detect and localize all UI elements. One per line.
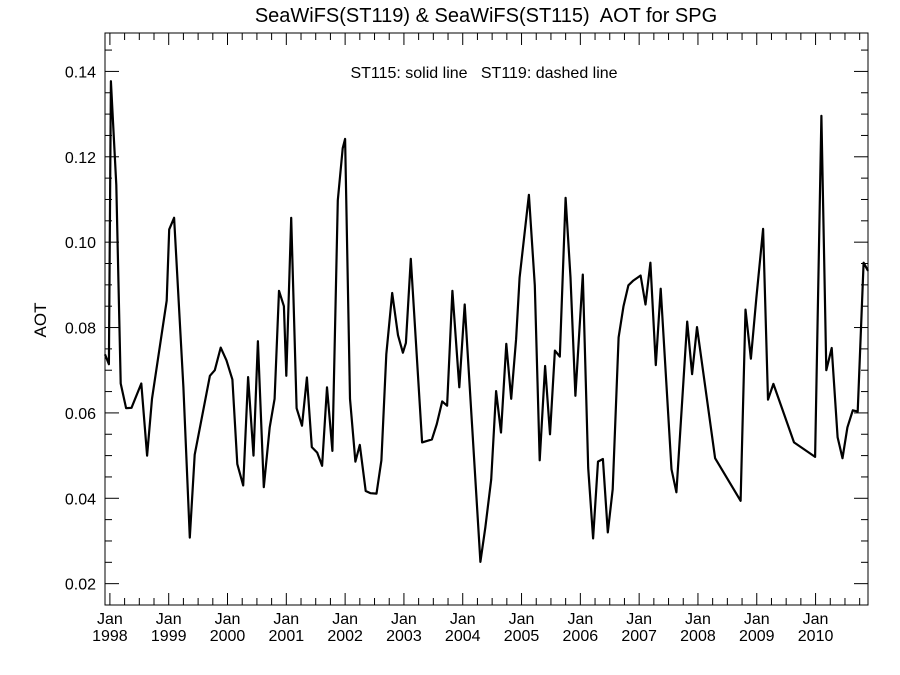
series-line-st115 (103, 80, 869, 564)
x-tick-label-month: Jan (685, 611, 711, 628)
y-tick-label: 0.08 (65, 321, 96, 338)
x-tick-label-year: 2009 (739, 628, 775, 645)
x-tick-label-month: Jan (744, 611, 770, 628)
x-tick-label-month: Jan (215, 611, 241, 628)
axis-ticks (105, 33, 868, 606)
y-tick-label: 0.04 (65, 491, 96, 508)
series-lines (103, 80, 869, 564)
y-tick-label: 0.10 (65, 235, 96, 252)
x-tick-label-year: 2010 (798, 628, 834, 645)
plot-frame (104, 32, 869, 606)
x-tick-label-year: 2004 (445, 628, 481, 645)
x-tick-label-year: 2008 (680, 628, 716, 645)
x-tick-label-month: Jan (97, 611, 123, 628)
y-tick-label: 0.06 (65, 406, 96, 423)
x-tick-label-year: 1999 (151, 628, 187, 645)
x-tick-labels: Jan1998Jan1999Jan2000Jan2001Jan2002Jan20… (92, 611, 833, 645)
y-tick-labels: 0.02 0.04 0.06 0.08 0.10 0.12 0.14 (65, 64, 96, 593)
x-tick-label-month: Jan (567, 611, 593, 628)
x-tick-label-year: 2001 (269, 628, 305, 645)
x-tick-label-month: Jan (156, 611, 182, 628)
y-tick-label: 0.02 (65, 577, 96, 594)
x-tick-label-year: 2000 (210, 628, 246, 645)
x-tick-label-month: Jan (803, 611, 829, 628)
x-tick-label-month: Jan (626, 611, 652, 628)
x-tick-label-year: 2002 (327, 628, 363, 645)
x-tick-label-month: Jan (509, 611, 535, 628)
series-annotation: ST115: solid line ST119: dashed line (350, 65, 617, 82)
x-tick-label-month: Jan (273, 611, 299, 628)
x-tick-label-month: Jan (332, 611, 358, 628)
x-tick-label-year: 2003 (386, 628, 422, 645)
x-tick-label-year: 2006 (563, 628, 599, 645)
x-tick-label-year: 1998 (92, 628, 128, 645)
chart-title: SeaWiFS(ST119) & SeaWiFS(ST115) AOT for … (255, 5, 717, 27)
y-tick-label: 0.14 (65, 64, 96, 81)
y-axis-label: AOT (31, 303, 50, 338)
y-tick-label: 0.12 (65, 150, 96, 167)
x-tick-label-month: Jan (450, 611, 476, 628)
x-tick-label-month: Jan (391, 611, 417, 628)
x-tick-label-year: 2007 (621, 628, 657, 645)
x-tick-label-year: 2005 (504, 628, 540, 645)
